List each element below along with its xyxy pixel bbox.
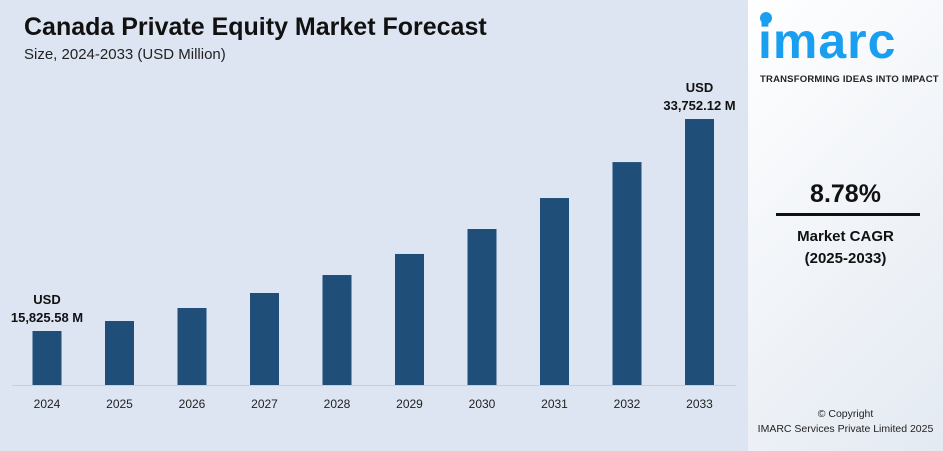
x-tick-label-2032: 2032 [614,397,641,411]
bar-2026 [177,308,207,385]
bar-2033 [685,119,714,385]
logo-tagline: TRANSFORMING IDEAS INTO IMPACT [760,74,939,85]
x-tick-label-2028: 2028 [324,397,351,411]
x-tick-label-2024: 2024 [34,397,61,411]
bar-2027 [250,292,279,385]
x-tick-label-2030: 2030 [469,397,496,411]
data-label-value: 15,825.58 M [11,310,83,325]
x-tick-label-2026: 2026 [179,397,206,411]
bar-2028 [322,275,352,385]
logo-dot [760,12,772,24]
cagr-label-text: Market CAGR [797,228,894,245]
chart-title: Canada Private Equity Market Forecast [24,13,487,41]
x-tick-label-2027: 2027 [251,397,278,411]
data-label-unit: USD [33,292,60,307]
bar-2032 [612,162,642,385]
x-tick-label-2031: 2031 [541,397,568,411]
cagr-period: (2025-2033) [804,250,887,267]
x-tick-label-2025: 2025 [106,397,133,411]
bar-2025 [105,321,134,385]
cagr-value: 8.78% [810,180,881,208]
copyright-line2: IMARC Services Private Limited 2025 [757,423,934,435]
data-label-value: 33,752.12 M [663,98,735,113]
chart-subtitle: Size, 2024-2033 (USD Million) [24,46,226,63]
data-label-unit: USD [686,80,713,95]
cagr-divider [776,213,920,216]
bar-chart: 2024 2025 2026 2027 2028 2029 2030 2031 2032 2033… [11,80,736,411]
x-tick-label-2033: 2033 [686,397,713,411]
info-panel: imarc TRANSFORMING IDEAS INTO IMPACT 8.7… [748,0,943,451]
copyright-line1: © Copyright [817,408,874,420]
bar-2031 [540,198,569,385]
cagr-label: Market CAGR (2025-2033) [748,226,943,270]
imarc-logo: imarc [758,13,897,69]
bar-2024 [32,331,62,385]
copyright: © Copyright IMARC Services Private Limit… [748,407,943,437]
bar-2030 [467,229,497,385]
bar-2029 [395,253,424,385]
x-tick-label-2029: 2029 [396,397,423,411]
